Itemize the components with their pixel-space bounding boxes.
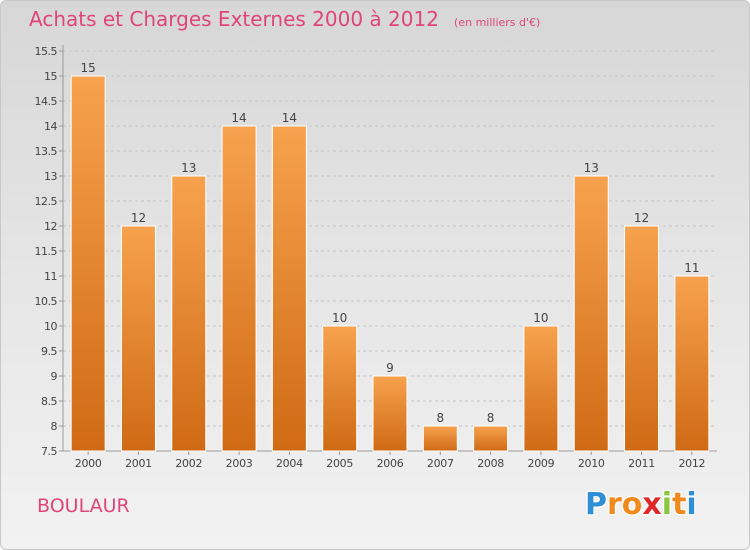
y-tick-label: 9 xyxy=(51,370,58,383)
x-tick-label: 2007 xyxy=(427,457,454,470)
x-tick-label: 2009 xyxy=(528,457,555,470)
bar-2006 xyxy=(372,375,408,452)
bar-2001 xyxy=(120,225,156,452)
y-tick-label: 12.5 xyxy=(35,195,58,208)
x-tick-label: 2003 xyxy=(226,457,253,470)
unit-note: (en milliers d'€) xyxy=(454,16,541,29)
brand-letter: P xyxy=(585,487,607,522)
y-tick-label: 10 xyxy=(44,320,57,333)
value-label: 12 xyxy=(131,211,146,225)
y-tick-label: 14.5 xyxy=(35,95,58,108)
x-tick-label: 2008 xyxy=(477,457,504,470)
x-tick-label: 2000 xyxy=(75,457,102,470)
y-tick-label: 10.5 xyxy=(35,295,58,308)
y-tick-label: 9.5 xyxy=(41,345,57,358)
y-tick-label: 7.5 xyxy=(41,445,57,458)
bar-2009 xyxy=(523,325,559,452)
y-tick-label: 14 xyxy=(44,120,57,133)
bar-2000 xyxy=(70,75,106,452)
value-label: 13 xyxy=(584,161,599,175)
value-label: 13 xyxy=(181,161,196,175)
x-tick-label: 2001 xyxy=(125,457,152,470)
place-name: BOULAUR xyxy=(37,495,130,517)
x-tick-label: 2004 xyxy=(276,457,303,470)
x-tick-label: 2011 xyxy=(628,457,655,470)
value-label: 14 xyxy=(231,111,246,125)
y-tick-label: 13 xyxy=(44,170,57,183)
y-tick-label: 12 xyxy=(44,220,57,233)
value-label: 8 xyxy=(436,411,444,425)
y-tick-label: 11 xyxy=(44,270,57,283)
y-tick-label: 15 xyxy=(44,70,57,83)
value-label: 14 xyxy=(282,111,297,125)
bar-2004 xyxy=(271,125,307,452)
value-label: 9 xyxy=(386,361,394,375)
value-label: 11 xyxy=(684,261,699,275)
label-layer: 15 2000 12 2001 13 2002 14 2003 14 2004 10 2005 9 200… xyxy=(75,61,706,470)
bar-2012 xyxy=(674,275,710,452)
bar-2003 xyxy=(221,125,257,452)
title-row: Achats et Charges Externes 2000 à 2012 (… xyxy=(29,7,540,31)
x-tick-label: 2012 xyxy=(678,457,705,470)
y-tick-label: 8 xyxy=(51,420,58,433)
y-tick-label: 13.5 xyxy=(35,145,58,158)
brand-letter: t xyxy=(672,487,687,522)
y-tick-label: 11.5 xyxy=(35,245,58,258)
brand-letter: r xyxy=(607,487,622,522)
bar-2011 xyxy=(624,225,660,452)
brand-letter: o xyxy=(621,487,643,522)
x-tick-label: 2006 xyxy=(377,457,404,470)
brand-letter: i xyxy=(661,487,673,522)
x-tick-label: 2002 xyxy=(175,457,202,470)
bar-layer xyxy=(70,75,710,452)
bar-2010 xyxy=(573,175,609,452)
value-label: 10 xyxy=(332,311,347,325)
bar-2008 xyxy=(473,425,509,452)
bar-2007 xyxy=(422,425,458,452)
value-label: 10 xyxy=(533,311,548,325)
x-tick-label: 2005 xyxy=(326,457,353,470)
value-label: 12 xyxy=(634,211,649,225)
value-label: 8 xyxy=(487,411,495,425)
brand-letter: i xyxy=(686,487,697,522)
bar-2005 xyxy=(322,325,358,452)
x-tick-label: 2010 xyxy=(578,457,605,470)
y-tick-label: 15.5 xyxy=(35,45,58,58)
brand-logo: Proxiti xyxy=(585,487,697,522)
y-tick-label: 8.5 xyxy=(41,395,57,408)
brand-letter: x xyxy=(642,487,662,522)
value-label: 15 xyxy=(81,61,96,75)
bar-2002 xyxy=(171,175,207,452)
chart-title: Achats et Charges Externes 2000 à 2012 xyxy=(29,7,439,31)
